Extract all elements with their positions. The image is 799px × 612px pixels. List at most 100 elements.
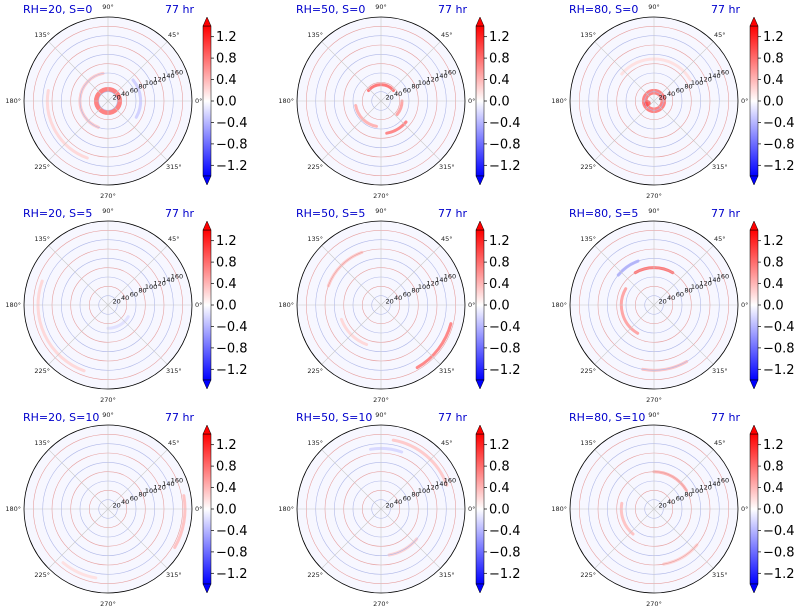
colorbar-tick-label: 0.0 xyxy=(763,299,784,314)
angle-tick-label: 180° xyxy=(551,97,567,105)
radial-tick-label: 160 xyxy=(171,272,183,280)
angle-tick-label: 90° xyxy=(648,3,660,11)
colorbar-tick-label: 0.8 xyxy=(489,256,510,271)
polar-frame xyxy=(23,220,193,390)
angle-tick-label: 225° xyxy=(34,163,50,171)
angular-gridline xyxy=(380,449,441,510)
angular-gridline xyxy=(107,100,168,161)
angle-tick-label: 135° xyxy=(307,31,323,39)
colorbar-tick-label: −1.2 xyxy=(216,159,248,174)
angle-tick-label: 270° xyxy=(373,192,389,200)
colorbar-tick-label: 0.4 xyxy=(489,73,510,88)
field-feature xyxy=(61,561,98,580)
colorbar xyxy=(475,433,485,585)
colorbar-tick-label: 0.8 xyxy=(216,460,237,475)
field-feature xyxy=(131,78,143,119)
radial-tick-label: 20 xyxy=(385,93,393,101)
polar-frame xyxy=(296,16,466,186)
colorbar-tick-label: 0.0 xyxy=(489,299,510,314)
radial-tick-label: 140 xyxy=(162,276,174,284)
field-feature xyxy=(385,120,408,135)
panel-time-label: 77 hr xyxy=(711,207,740,220)
angle-tick-label: 90° xyxy=(375,207,387,215)
colorbar-tick-label: 0.8 xyxy=(763,460,784,475)
colorbar-tick-label: −0.4 xyxy=(763,116,795,131)
colorbar-tick-label: −0.4 xyxy=(489,524,521,539)
angular-gridline xyxy=(48,508,109,569)
colorbar-tick-label: 0.0 xyxy=(216,503,237,518)
colorbar-tick-label: −1.2 xyxy=(763,363,795,378)
radial-tick-label: 120 xyxy=(426,484,438,492)
colorbar-tick-label: 0.8 xyxy=(489,460,510,475)
angle-tick-label: 90° xyxy=(648,411,660,419)
angle-tick-label: 90° xyxy=(375,3,387,11)
colorbar-tick-label: 0.0 xyxy=(216,95,237,110)
angle-tick-label: 0° xyxy=(195,301,202,309)
panel-time-label: 77 hr xyxy=(711,3,740,16)
panel-time-label: 77 hr xyxy=(438,207,467,220)
radial-tick-label: 20 xyxy=(658,93,666,101)
angular-gridline xyxy=(321,245,382,306)
field-feature xyxy=(620,57,692,82)
angular-gridline xyxy=(48,304,109,365)
radial-tick-label: 40 xyxy=(667,498,675,506)
angular-gridline xyxy=(653,100,714,161)
colorbar-tick-label: 1.2 xyxy=(763,30,784,45)
angular-gridline xyxy=(48,100,109,161)
colorbar-tick-label: 0.0 xyxy=(216,299,237,314)
angular-gridline xyxy=(107,304,168,365)
angular-gridline xyxy=(380,304,441,365)
radial-tick-label: 100 xyxy=(691,79,703,87)
colorbar-tick-label: −0.8 xyxy=(489,137,521,152)
colorbar-tick-label: 0.4 xyxy=(763,277,784,292)
colorbar-tick-label: 0.4 xyxy=(489,481,510,496)
angle-tick-label: 225° xyxy=(580,163,596,171)
radial-tick-label: 20 xyxy=(658,501,666,509)
angle-tick-label: 135° xyxy=(580,235,596,243)
colorbar-tick-label: 0.4 xyxy=(763,481,784,496)
angle-tick-label: 180° xyxy=(278,505,294,513)
radial-tick-label: 120 xyxy=(426,280,438,288)
colorbar-tick-label: 0.4 xyxy=(216,277,237,292)
colorbar-tick-label: 0.8 xyxy=(763,256,784,271)
angle-tick-label: 45° xyxy=(714,235,726,243)
colorbar-tick-label: 0.4 xyxy=(763,73,784,88)
angular-gridline xyxy=(321,100,382,161)
angular-gridline xyxy=(107,41,168,102)
radial-tick-label: 40 xyxy=(121,498,129,506)
radial-tick-label: 40 xyxy=(394,90,402,98)
angular-gridline xyxy=(594,304,655,365)
radial-tick-label: 60 xyxy=(130,494,138,502)
radial-tick-label: 100 xyxy=(691,283,703,291)
colorbar-tick-label: −0.8 xyxy=(763,545,795,560)
radial-tick-label: 80 xyxy=(138,491,146,499)
panel-title: RH=80, S=0 xyxy=(569,3,638,16)
angle-tick-label: 135° xyxy=(307,439,323,447)
colorbar-extend-max xyxy=(202,424,212,435)
colorbar-tick-label: −1.2 xyxy=(216,567,248,582)
radial-tick-label: 160 xyxy=(171,476,183,484)
angle-tick-label: 45° xyxy=(441,31,453,39)
radial-tick-label: 140 xyxy=(708,480,720,488)
angular-gridline xyxy=(594,508,655,569)
colorbar-tick-label: −0.8 xyxy=(763,341,795,356)
colorbar-tick-label: −0.4 xyxy=(763,320,795,335)
angle-tick-label: 0° xyxy=(468,505,475,513)
colorbar xyxy=(749,25,759,177)
angle-tick-label: 90° xyxy=(102,3,114,11)
angle-tick-label: 270° xyxy=(100,600,116,608)
angle-tick-label: 180° xyxy=(278,97,294,105)
field-feature xyxy=(173,494,187,549)
angle-tick-label: 270° xyxy=(100,396,116,404)
panel-title: RH=50, S=5 xyxy=(296,207,365,220)
radial-tick-label: 40 xyxy=(121,294,129,302)
radial-tick-label: 120 xyxy=(426,76,438,84)
field-feature xyxy=(106,315,130,330)
angle-tick-label: 315° xyxy=(439,367,455,375)
polar-frame xyxy=(296,424,466,594)
